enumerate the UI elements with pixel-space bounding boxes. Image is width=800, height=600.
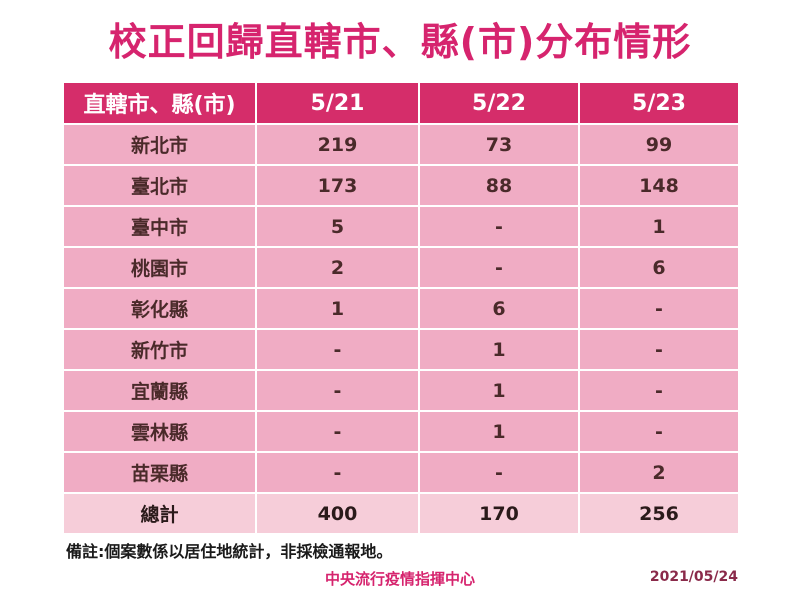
column-header-date: 5/21 (257, 83, 418, 123)
count-cell: - (580, 371, 738, 410)
count-cell: 73 (420, 125, 578, 164)
total-label: 總計 (64, 494, 255, 533)
count-cell: 6 (580, 248, 738, 287)
count-cell: 148 (580, 166, 738, 205)
count-cell: - (257, 412, 418, 451)
table-row: 宜蘭縣 - 1 - (64, 371, 738, 410)
region-name: 苗栗縣 (64, 453, 255, 492)
count-cell: 1 (257, 289, 418, 328)
table-row: 桃園市 2 - 6 (64, 248, 738, 287)
region-name: 新竹市 (64, 330, 255, 369)
count-cell: 6 (420, 289, 578, 328)
organization-name: 中央流行疫情指揮中心 (324, 570, 475, 588)
distribution-table: 直轄市、縣(市) 5/21 5/22 5/23 新北市 219 73 99 臺北… (62, 81, 740, 535)
table-row: 新竹市 - 1 - (64, 330, 738, 369)
count-cell: - (257, 371, 418, 410)
total-cell: 400 (257, 494, 418, 533)
publish-date: 2021/05/24 (649, 569, 738, 585)
column-header-region: 直轄市、縣(市) (64, 83, 255, 123)
region-name: 新北市 (64, 125, 255, 164)
table-row: 新北市 219 73 99 (64, 125, 738, 164)
count-cell: - (420, 207, 578, 246)
table-row: 臺中市 5 - 1 (64, 207, 738, 246)
table-row: 臺北市 173 88 148 (64, 166, 738, 205)
count-cell: 1 (580, 207, 738, 246)
table-row: 雲林縣 - 1 - (64, 412, 738, 451)
count-cell: 2 (257, 248, 418, 287)
region-name: 臺中市 (64, 207, 255, 246)
column-header-date: 5/23 (580, 83, 738, 123)
total-cell: 256 (580, 494, 738, 533)
count-cell: - (420, 453, 578, 492)
table-body: 新北市 219 73 99 臺北市 173 88 148 臺中市 5 - 1 桃… (64, 125, 738, 533)
table-row: 苗栗縣 - - 2 (64, 453, 738, 492)
count-cell: - (580, 289, 738, 328)
count-cell: 99 (580, 125, 738, 164)
count-cell: - (580, 412, 738, 451)
count-cell: - (257, 453, 418, 492)
column-header-date: 5/22 (420, 83, 578, 123)
region-name: 雲林縣 (64, 412, 255, 451)
total-row: 總計 400 170 256 (64, 494, 738, 533)
count-cell: 88 (420, 166, 578, 205)
count-cell: - (257, 330, 418, 369)
count-cell: 1 (420, 371, 578, 410)
footnote: 備註:個案數係以居住地統計，非採檢通報地。 (66, 542, 393, 561)
count-cell: 1 (420, 412, 578, 451)
count-cell: - (580, 330, 738, 369)
page-title: 校正回歸直轄市、縣(市)分布情形 (108, 20, 692, 64)
table-header-row: 直轄市、縣(市) 5/21 5/22 5/23 (64, 83, 738, 123)
count-cell: 1 (420, 330, 578, 369)
count-cell: 2 (580, 453, 738, 492)
total-cell: 170 (420, 494, 578, 533)
table-row: 彰化縣 1 6 - (64, 289, 738, 328)
count-cell: 219 (257, 125, 418, 164)
count-cell: - (420, 248, 578, 287)
region-name: 臺北市 (64, 166, 255, 205)
count-cell: 5 (257, 207, 418, 246)
count-cell: 173 (257, 166, 418, 205)
region-name: 彰化縣 (64, 289, 255, 328)
region-name: 宜蘭縣 (64, 371, 255, 410)
region-name: 桃園市 (64, 248, 255, 287)
